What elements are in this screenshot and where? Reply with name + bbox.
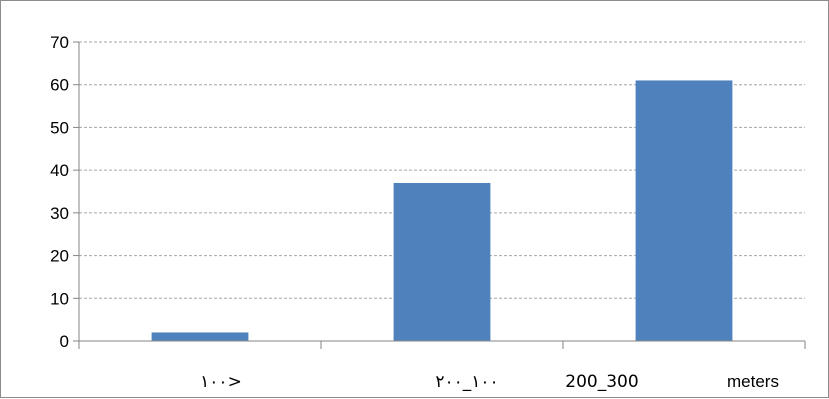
x-axis-label: meters [727,372,779,391]
bar-2 [635,80,733,341]
y-tick-labels: 0 10 20 30 40 50 60 70 [50,33,69,351]
y-tick-label: 0 [60,332,69,351]
x-category-label: ٢٠٠_١٠٠ [435,372,498,392]
y-tick-label: 30 [50,204,69,223]
bar-0 [151,332,249,341]
y-tick-label: 10 [50,289,69,308]
y-tick-label: 20 [50,247,69,266]
x-category-label: 200_300 [565,372,638,392]
y-tick-label: 70 [50,33,69,52]
bars [151,80,733,341]
x-category-labels: ١٠٠> ٢٠٠_١٠٠ 200_300 [200,372,639,392]
bar-1 [393,182,491,341]
x-category-label: ١٠٠> [200,372,242,392]
y-tick-label: 60 [50,76,69,95]
y-tick-label: 50 [50,118,69,137]
axes [73,41,806,349]
y-tick-label: 40 [50,161,69,180]
